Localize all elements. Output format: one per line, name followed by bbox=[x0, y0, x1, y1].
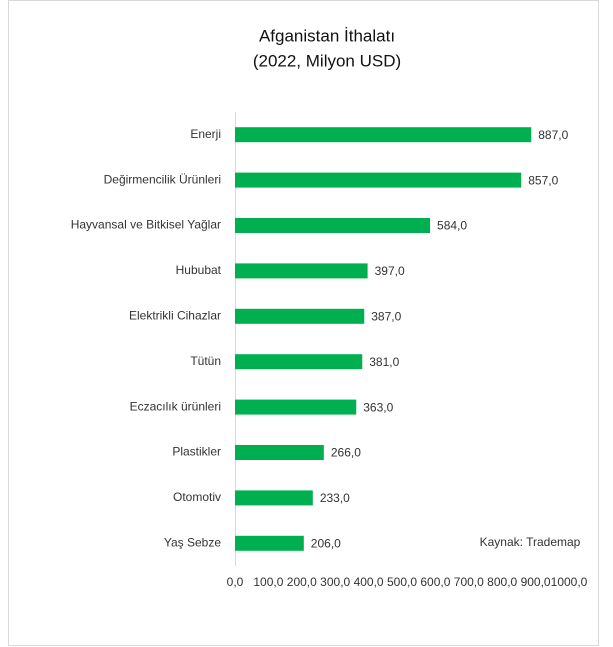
y-tick-label: Otomotiv bbox=[173, 490, 221, 504]
x-tick-label: 100,0 bbox=[253, 575, 283, 589]
x-tick-label: 900,0 bbox=[521, 575, 551, 589]
x-tick-label: 0,0 bbox=[227, 575, 244, 589]
x-tick-label: 400,0 bbox=[354, 575, 384, 589]
bar bbox=[235, 263, 368, 279]
bar bbox=[235, 535, 304, 551]
x-tick-label: 500,0 bbox=[387, 575, 417, 589]
x-tick-label: 600,0 bbox=[420, 575, 450, 589]
data-label: 363,0 bbox=[363, 400, 393, 414]
annotation: Kaynak: Trademap bbox=[480, 535, 581, 549]
y-tick-label: Enerji bbox=[190, 127, 221, 141]
data-label: 584,0 bbox=[437, 219, 467, 233]
data-label: 206,0 bbox=[311, 536, 341, 550]
x-tick-label: 700,0 bbox=[454, 575, 484, 589]
x-tick-label: 200,0 bbox=[287, 575, 317, 589]
data-label: 266,0 bbox=[331, 446, 361, 460]
bar bbox=[235, 354, 363, 370]
bar bbox=[235, 172, 522, 188]
data-label: 857,0 bbox=[528, 173, 558, 187]
x-tick-label: 300,0 bbox=[320, 575, 350, 589]
bar bbox=[235, 218, 431, 233]
bar bbox=[235, 308, 365, 324]
y-tick-label: Eczacılık ürünleri bbox=[130, 399, 221, 413]
bar bbox=[235, 127, 532, 143]
y-tick-label: Hayvansal ve Bitkisel Yağlar bbox=[71, 218, 221, 232]
y-tick-label: Plastikler bbox=[172, 445, 221, 459]
bar bbox=[235, 445, 324, 460]
x-tick-label: 800,0 bbox=[487, 575, 517, 589]
y-tick-label: Hububat bbox=[176, 263, 222, 277]
data-label: 397,0 bbox=[375, 264, 405, 278]
x-tick-label: 1000,0 bbox=[551, 575, 588, 589]
y-tick-label: Tütün bbox=[190, 354, 221, 368]
bar bbox=[235, 490, 313, 506]
bar bbox=[235, 399, 357, 415]
y-tick-label: Elektrikli Cihazlar bbox=[129, 308, 221, 322]
chart-subtitle: (2022, Milyon USD) bbox=[253, 51, 401, 70]
data-label: 381,0 bbox=[369, 355, 399, 369]
y-tick-label: Yaş Sebze bbox=[164, 535, 221, 549]
y-tick-label: Değirmencilik Ürünleri bbox=[104, 172, 221, 186]
data-label: 387,0 bbox=[371, 309, 401, 323]
chart-title: Afganistan İthalatı bbox=[259, 26, 395, 45]
data-label: 233,0 bbox=[320, 491, 350, 505]
data-label: 887,0 bbox=[538, 128, 568, 142]
